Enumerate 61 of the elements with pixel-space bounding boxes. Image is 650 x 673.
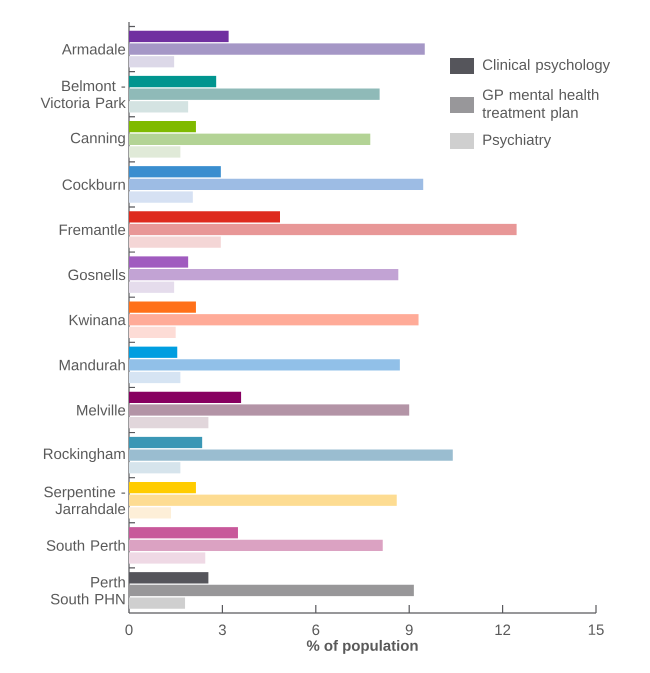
bar	[129, 101, 188, 112]
x-tick-label: 9	[406, 624, 413, 636]
bar	[129, 282, 174, 293]
bar	[129, 462, 180, 474]
x-tick-label: 6	[312, 624, 320, 636]
bar	[129, 56, 174, 68]
y-tick-label: Armadale	[62, 44, 126, 55]
bar	[129, 326, 176, 338]
y-tick-label: Melville	[77, 404, 126, 416]
x-tick-label: 3	[218, 624, 226, 636]
legend-label: Clinical psychology	[482, 59, 610, 73]
bar	[129, 121, 196, 132]
bar	[129, 43, 425, 55]
y-tick-label: Fremantle	[60, 224, 126, 236]
y-tick-label: Rockingham	[44, 448, 125, 462]
bar	[129, 372, 180, 384]
bar	[129, 436, 202, 448]
y-tick-label: Perth South PHN	[50, 576, 125, 604]
x-tick-label: 15	[588, 624, 604, 635]
x-axis-title: % of population	[306, 640, 418, 654]
bar	[129, 178, 424, 190]
bar	[129, 404, 410, 416]
x-tick-label: 0	[125, 624, 133, 636]
bar	[129, 527, 238, 538]
bar	[129, 301, 196, 313]
bar	[129, 88, 380, 100]
bar	[129, 494, 397, 506]
y-tick-label: Belmont - Victoria Park	[40, 80, 126, 108]
bar	[129, 597, 186, 609]
bar	[129, 191, 193, 203]
legend-label: Psychiatry	[483, 134, 552, 148]
bar	[129, 30, 229, 42]
bar	[129, 256, 188, 268]
bar	[129, 76, 216, 88]
bar	[129, 552, 206, 564]
bar	[129, 449, 453, 461]
y-tick-label: Serpentine - Jarrahdale	[44, 486, 126, 514]
legend-label: GP mental health treatment plan	[482, 89, 598, 121]
y-tick-label: Mandurah	[60, 359, 125, 370]
y-tick-label: Cockburn	[62, 178, 125, 190]
bar	[129, 540, 383, 551]
bar	[129, 584, 414, 596]
bar	[129, 416, 208, 428]
bar	[129, 236, 221, 248]
bar	[129, 392, 242, 403]
y-tick-label: South Perth	[46, 540, 125, 551]
bar	[129, 166, 221, 178]
bar	[129, 146, 180, 158]
bar	[129, 346, 178, 358]
bar	[129, 314, 419, 326]
bar	[129, 482, 196, 494]
bar	[129, 211, 280, 223]
x-tick-label: 12	[495, 624, 510, 635]
bar	[129, 269, 398, 280]
bar	[129, 224, 517, 236]
bar	[129, 359, 400, 371]
y-tick-label: Gosnells	[68, 269, 126, 280]
bar	[129, 134, 370, 145]
y-tick-label: Kwinana	[70, 314, 126, 326]
y-tick-label: Canning	[70, 132, 125, 146]
bar	[129, 507, 172, 518]
